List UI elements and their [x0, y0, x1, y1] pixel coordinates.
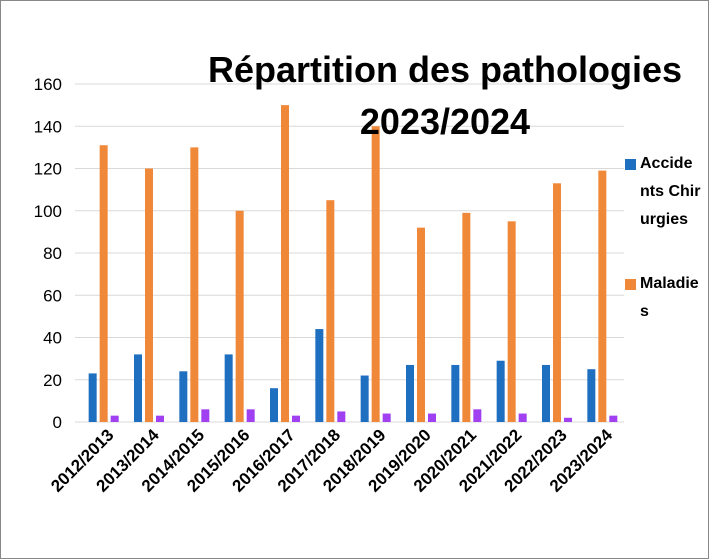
- bar: [190, 147, 199, 422]
- bar: [507, 221, 516, 422]
- bar: [235, 210, 244, 422]
- bar: [518, 413, 527, 422]
- bar: [598, 170, 607, 422]
- bar: [496, 360, 505, 422]
- bar: [451, 364, 460, 422]
- bar: [270, 388, 278, 422]
- bar: [134, 354, 142, 422]
- bar: [156, 415, 164, 422]
- bar: [564, 417, 572, 422]
- bar: [224, 354, 233, 422]
- bar: [417, 227, 425, 422]
- legend-swatch: [625, 159, 636, 170]
- bar: [428, 413, 436, 422]
- bar: [360, 375, 369, 422]
- legend-label: Maladies: [640, 275, 699, 320]
- y-tick-label: 100: [34, 202, 62, 221]
- bar: [201, 409, 210, 422]
- bar: [587, 369, 596, 422]
- y-tick-label: 160: [34, 75, 62, 94]
- bar: [110, 415, 119, 422]
- bar: [315, 329, 324, 422]
- bar: [609, 415, 618, 422]
- y-tick-label: 120: [34, 160, 62, 179]
- y-tick-label: 20: [43, 371, 62, 390]
- bar: [179, 371, 188, 422]
- legend-swatch: [625, 279, 636, 290]
- bar: [99, 145, 108, 422]
- y-tick-label: 140: [34, 117, 62, 136]
- bar: [382, 413, 391, 422]
- bar: [145, 168, 153, 422]
- bar: [246, 409, 255, 422]
- legend-label: Accidents Chirurgies: [640, 155, 701, 228]
- y-tick-label: 0: [53, 413, 62, 432]
- bar: [326, 200, 335, 422]
- bar: [473, 409, 482, 422]
- y-tick-label: 80: [43, 244, 62, 263]
- chart-title: Répartition des pathologies 2023/2024: [207, 49, 683, 142]
- bar: [88, 373, 97, 422]
- bar: [406, 364, 414, 422]
- bar: [542, 364, 550, 422]
- bar: [281, 105, 289, 422]
- bar: [553, 183, 561, 422]
- bar: [337, 411, 346, 422]
- y-tick-label: 60: [43, 286, 62, 305]
- bar: [292, 415, 300, 422]
- y-tick-label: 40: [43, 329, 62, 348]
- bar: [371, 126, 380, 422]
- bar: [462, 212, 471, 422]
